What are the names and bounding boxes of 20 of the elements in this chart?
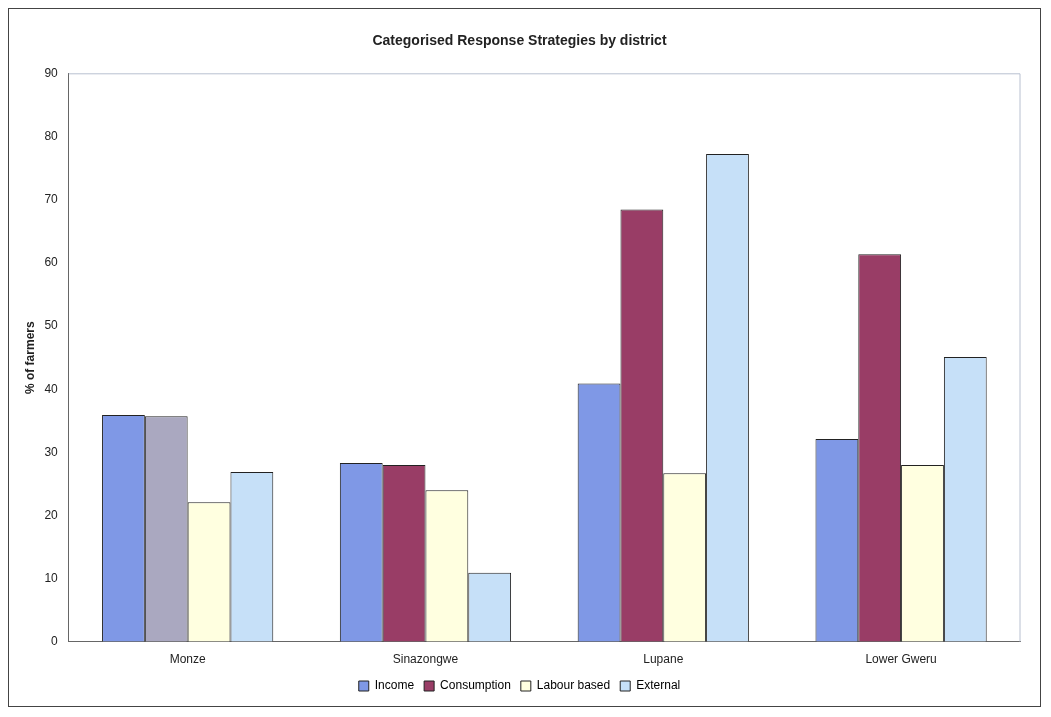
legend-label: Income bbox=[374, 678, 415, 693]
y-tick-label: 40 bbox=[44, 381, 59, 396]
x-tick-label: Lupane bbox=[643, 652, 684, 667]
legend-label: Labour based bbox=[536, 678, 611, 693]
x-tick-label: Monze bbox=[169, 652, 206, 667]
y-axis-title: % of farmers bbox=[22, 321, 37, 395]
y-tick-label: 70 bbox=[44, 192, 59, 207]
legend-label: External bbox=[636, 678, 681, 693]
x-tick-label: Lower Gweru bbox=[865, 652, 937, 667]
y-tick-label: 90 bbox=[44, 66, 59, 81]
chart-title: Categorised Response Strategies by district bbox=[372, 32, 667, 49]
y-tick-label: 0 bbox=[51, 633, 59, 648]
legend-label: Consumption bbox=[440, 678, 511, 693]
y-tick-label: 50 bbox=[44, 318, 59, 333]
y-tick-label: 30 bbox=[44, 444, 59, 459]
y-tick-label: 60 bbox=[44, 255, 59, 270]
y-tick-label: 80 bbox=[44, 129, 59, 144]
y-tick-label: 20 bbox=[44, 507, 59, 522]
y-tick-label: 10 bbox=[44, 570, 59, 585]
x-tick-label: Sinazongwe bbox=[392, 652, 459, 667]
